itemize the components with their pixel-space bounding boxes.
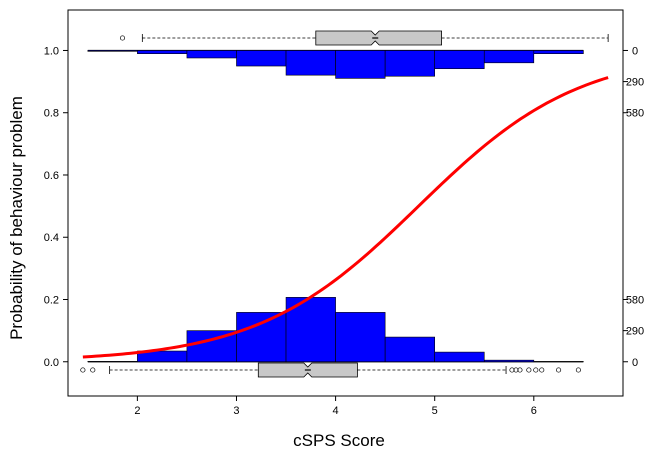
right-tick-label-top: 290 [626,77,644,89]
boxplot-bottom-outlier [509,367,515,373]
y-tick-label: 0.4 [44,232,59,244]
boxplot-bottom-outlier [533,367,539,373]
histogram-bar-top [384,50,435,77]
histogram-bar-bottom [236,312,287,363]
boxplot-bottom-outlier [517,367,523,373]
right-tick-label-top: 580 [626,108,644,120]
right-tick-label-bottom: 290 [626,326,644,338]
boxplot-bottom-outlier [80,367,86,373]
histogram-bar-top [87,50,138,52]
y-axis-label: Probability of behaviour problem [7,96,26,340]
histogram-bar-top [335,50,386,79]
boxplot-top-box [315,30,443,46]
boxplot-bottom-outlier [556,367,562,373]
right-tick-label-bottom: 580 [626,295,644,307]
histogram-bar-bottom [384,336,435,363]
histogram-bar-top [236,50,287,67]
histogram-bar-top [533,50,584,54]
histogram-bar-bottom [483,359,535,363]
histogram-bar-top [483,50,535,64]
histogram-bar-bottom [335,312,386,363]
histogram-bar-top [186,50,237,59]
x-tick-label: 3 [233,405,239,417]
y-tick-label: 0.8 [44,108,59,120]
fitted-curve [82,76,609,359]
boxplot-top-outlier [119,35,126,41]
x-tick-label: 5 [432,405,438,417]
boxplot-bottom-outlier [90,367,96,373]
y-tick-label: 0.2 [44,295,59,307]
histogram-bar-bottom [285,297,336,363]
right-tick-label-top: 0 [632,45,638,57]
x-tick-label: 6 [531,405,537,417]
histogram-bar-top [434,50,485,70]
x-tick-label: 2 [134,405,140,417]
plot-area: 0.0 0.2 0.4 0.6 0.8 1.0 2 3 4 5 6 0 290 580 0 290 580 [44,9,644,417]
boxplot-bottom-outlier [526,367,532,373]
y-tick-label: 0.0 [44,357,59,369]
histogram-bar-top [137,50,188,54]
boxplot-bottom-outlier [539,367,545,373]
histogram-bar-bottom [434,351,485,363]
boxplot-bottom-outlier [575,367,581,373]
y-tick-label: 1.0 [44,45,59,57]
x-axis-label: cSPS Score [293,431,385,450]
y-tick-label: 0.6 [44,170,59,182]
x-tick-label: 4 [333,405,339,417]
boxplot-bottom-outlier [513,367,519,373]
plot-frame [67,9,624,397]
right-tick-label-bottom: 0 [632,357,638,369]
histogram-bar-top [285,50,336,76]
